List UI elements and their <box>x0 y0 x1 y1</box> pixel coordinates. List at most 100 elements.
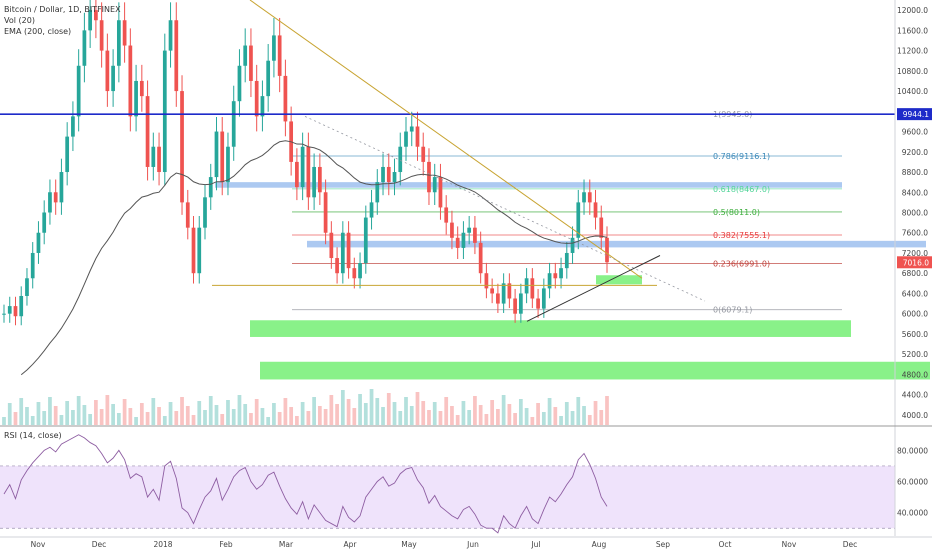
volume-bar <box>467 410 472 425</box>
x-tick-label: Nov <box>782 540 797 549</box>
volume-bar <box>455 415 460 425</box>
volume-bar <box>386 393 391 425</box>
volume-bar <box>547 398 552 425</box>
volume-bar <box>605 396 609 425</box>
candle-body <box>444 207 449 223</box>
volume-bar <box>398 411 403 425</box>
volume-bar <box>553 407 558 425</box>
candle-body <box>243 45 248 66</box>
candle-body <box>231 101 236 147</box>
y-tick-label: 6800.0 <box>902 269 928 278</box>
x-tick-label: 2018 <box>153 540 172 549</box>
candle-body <box>116 20 121 66</box>
candle-body <box>467 227 472 233</box>
volume-bar <box>254 399 259 425</box>
green-zone-0 <box>596 275 642 285</box>
y-tick-label: 10800.0 <box>897 67 928 76</box>
fib-label-0.236: 0.236(6991.0) <box>713 260 770 269</box>
volume-bar <box>191 415 196 425</box>
x-tick-label: Mar <box>279 540 294 549</box>
candle-body <box>2 313 6 315</box>
y-tick-label: 4400.0 <box>902 391 928 400</box>
x-tick-label: Jul <box>530 540 540 549</box>
candle-body <box>111 65 115 92</box>
volume-bar <box>559 416 563 425</box>
volume-bars <box>2 389 609 425</box>
candle-body <box>541 288 546 309</box>
candle-body <box>507 283 512 299</box>
y-tick-label: 9200.0 <box>902 148 928 157</box>
candle-body <box>272 35 276 61</box>
candle-body <box>42 212 47 233</box>
candle-body <box>82 30 87 66</box>
x-tick-label: Sep <box>656 540 670 549</box>
candle-body <box>478 242 483 274</box>
candle-body <box>65 136 70 173</box>
candle-body <box>283 75 288 122</box>
volume-bar <box>36 402 41 425</box>
volume-bar <box>283 398 288 425</box>
volume-bar <box>300 402 305 425</box>
candle-body <box>496 293 500 304</box>
volume-bar <box>111 404 115 425</box>
volume-bar <box>295 416 299 425</box>
candle-body <box>587 192 592 203</box>
price-zones <box>215 182 930 380</box>
candle-body <box>214 131 219 178</box>
candle-body <box>168 20 173 51</box>
candle-body <box>455 237 460 248</box>
fib-diagonal <box>304 116 706 302</box>
candle-body <box>36 232 41 253</box>
volume-bar <box>13 412 18 425</box>
y-tick-label: 12000.0 <box>897 6 928 15</box>
volume-bar <box>249 413 253 425</box>
volume-bar <box>375 398 380 425</box>
candle-body <box>363 217 368 264</box>
candle-body <box>553 273 558 279</box>
green-zone-2 <box>260 361 930 380</box>
rsi-tick-label: 60.0000 <box>897 478 928 487</box>
y-tick-label: 11600.0 <box>897 26 928 35</box>
volume-bar <box>404 397 408 425</box>
candle-body <box>162 50 167 173</box>
volume-bar <box>203 410 207 425</box>
volume-bar <box>352 408 357 425</box>
candle-body <box>599 217 604 238</box>
volume-bar <box>358 394 362 425</box>
volume-bar <box>432 402 437 425</box>
volume-bar <box>82 405 87 425</box>
trend-lines <box>0 0 895 376</box>
volume-bar <box>340 390 345 425</box>
volume-bar <box>369 389 374 425</box>
volume-bar <box>151 398 156 425</box>
candle-body <box>99 20 104 51</box>
y-tick-label: 11200.0 <box>897 47 928 56</box>
volume-bar <box>105 395 110 425</box>
candle-body <box>518 293 523 314</box>
volume-bar <box>381 407 385 425</box>
volume-bar <box>450 406 454 425</box>
candle-body <box>398 146 403 173</box>
volume-bar <box>208 396 213 425</box>
rsi-line <box>3 434 608 534</box>
volume-bar <box>306 411 311 425</box>
candle-body <box>48 192 52 213</box>
candle-body <box>208 177 213 198</box>
candle-body <box>329 232 334 259</box>
candle-body <box>404 131 408 147</box>
volume-bar <box>174 411 179 425</box>
candle-body <box>352 268 357 279</box>
volume-bar <box>346 399 351 425</box>
candle-body <box>386 166 391 183</box>
volume-bar <box>490 400 495 425</box>
candle-body <box>7 306 12 314</box>
rsi-tick-label: 40.0000 <box>897 509 928 518</box>
volume-bar <box>323 409 328 425</box>
y-tick-label: 7200.0 <box>902 249 928 258</box>
candle-body <box>19 295 24 317</box>
candle-body <box>134 80 138 117</box>
candle-body <box>369 202 374 218</box>
candle-body <box>536 298 540 309</box>
volume-bar <box>272 403 276 425</box>
volume-bar <box>496 409 500 425</box>
